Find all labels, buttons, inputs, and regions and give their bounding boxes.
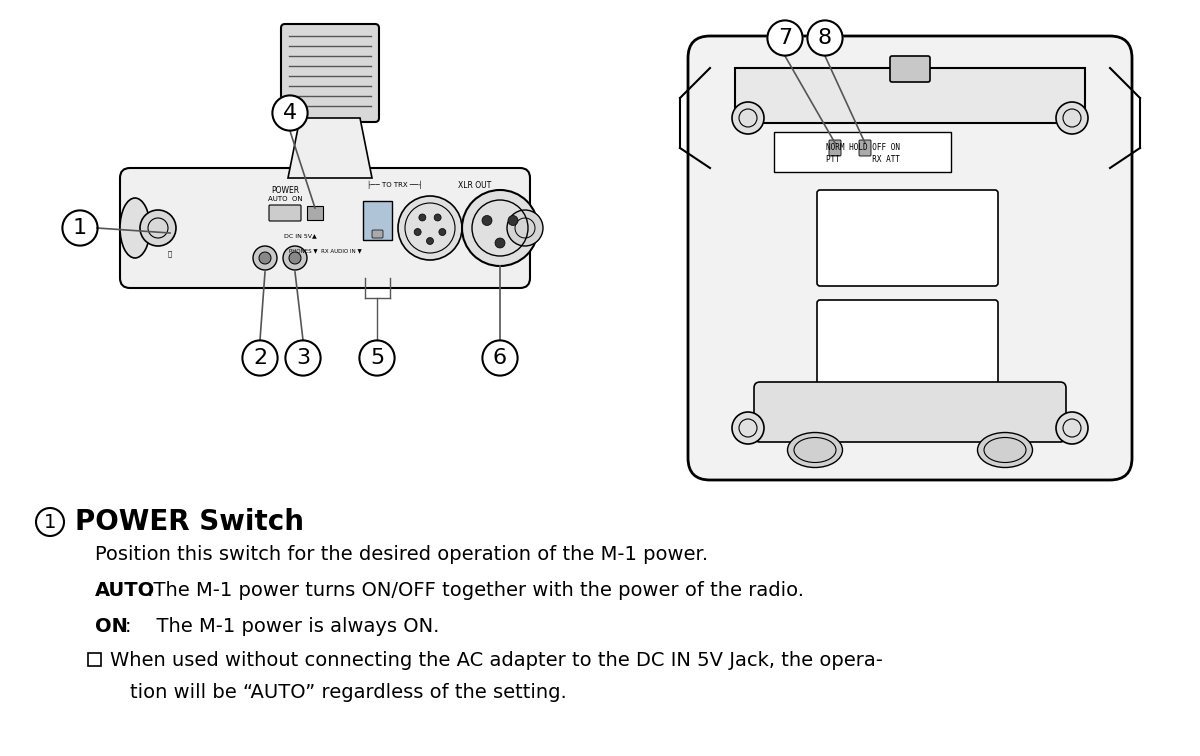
Circle shape [140,210,176,246]
Text: AUTO: AUTO [95,581,155,600]
Ellipse shape [500,198,530,258]
Text: PTT       RX ATT: PTT RX ATT [826,155,900,164]
Circle shape [272,95,307,131]
Circle shape [439,228,446,236]
Text: 3: 3 [296,348,310,368]
Ellipse shape [978,432,1032,467]
Ellipse shape [787,432,842,467]
FancyBboxPatch shape [754,382,1066,442]
Circle shape [259,252,271,264]
Text: 6: 6 [493,348,508,368]
Text: :The M-1 power turns ON/OFF together with the power of the radio.: :The M-1 power turns ON/OFF together wit… [148,581,804,600]
FancyBboxPatch shape [120,168,530,288]
Text: XLR OUT: XLR OUT [458,181,492,190]
Circle shape [286,340,320,376]
FancyBboxPatch shape [829,140,841,156]
FancyBboxPatch shape [372,230,383,238]
Circle shape [414,228,421,236]
Text: 5: 5 [370,348,384,368]
FancyBboxPatch shape [364,201,392,240]
Ellipse shape [120,198,150,258]
Circle shape [768,20,803,56]
Circle shape [508,215,518,225]
FancyBboxPatch shape [774,132,952,172]
Text: ├── TO TRX ──┤: ├── TO TRX ──┤ [367,181,422,189]
FancyBboxPatch shape [88,653,101,666]
Text: DC IN 5V▲: DC IN 5V▲ [283,233,317,238]
FancyBboxPatch shape [817,190,998,286]
Text: 2: 2 [253,348,268,368]
Circle shape [462,190,538,266]
FancyBboxPatch shape [817,300,998,386]
Text: 8: 8 [818,28,832,48]
Circle shape [242,340,277,376]
Text: NORM HOLD OFF ON: NORM HOLD OFF ON [826,143,900,152]
Circle shape [496,238,505,248]
Circle shape [1056,412,1088,444]
Text: :    The M-1 power is always ON.: : The M-1 power is always ON. [125,616,439,636]
FancyBboxPatch shape [281,24,379,122]
Circle shape [62,210,97,246]
Text: POWER Switch: POWER Switch [74,508,304,536]
Text: PHONES ▼  RX AUDIO IN ▼: PHONES ▼ RX AUDIO IN ▼ [289,248,361,253]
Circle shape [426,237,433,244]
Circle shape [1056,102,1088,134]
FancyBboxPatch shape [734,68,1085,123]
Text: POWER: POWER [271,186,299,195]
Circle shape [360,340,395,376]
Circle shape [398,196,462,260]
FancyBboxPatch shape [859,140,871,156]
Circle shape [732,412,764,444]
Circle shape [482,215,492,225]
Circle shape [732,102,764,134]
Circle shape [289,252,301,264]
Circle shape [434,214,442,221]
FancyBboxPatch shape [890,56,930,82]
Circle shape [419,214,426,221]
Circle shape [253,246,277,270]
Text: Position this switch for the desired operation of the M-1 power.: Position this switch for the desired ope… [95,544,708,563]
Text: 1: 1 [73,218,88,238]
Circle shape [482,340,517,376]
Text: ON: ON [95,616,128,636]
Text: 🎧: 🎧 [168,250,172,256]
Circle shape [508,210,542,246]
FancyBboxPatch shape [688,36,1132,480]
FancyBboxPatch shape [269,205,301,221]
Text: 1: 1 [44,513,56,531]
Text: When used without connecting the AC adapter to the DC IN 5V Jack, the opera-: When used without connecting the AC adap… [110,652,883,671]
Text: 7: 7 [778,28,792,48]
Polygon shape [288,118,372,178]
Circle shape [36,508,64,536]
Circle shape [808,20,842,56]
Text: 4: 4 [283,103,298,123]
FancyBboxPatch shape [307,206,323,220]
Text: tion will be “AUTO” regardless of the setting.: tion will be “AUTO” regardless of the se… [130,683,566,702]
Text: AUTO  ON: AUTO ON [268,196,302,202]
Circle shape [283,246,307,270]
